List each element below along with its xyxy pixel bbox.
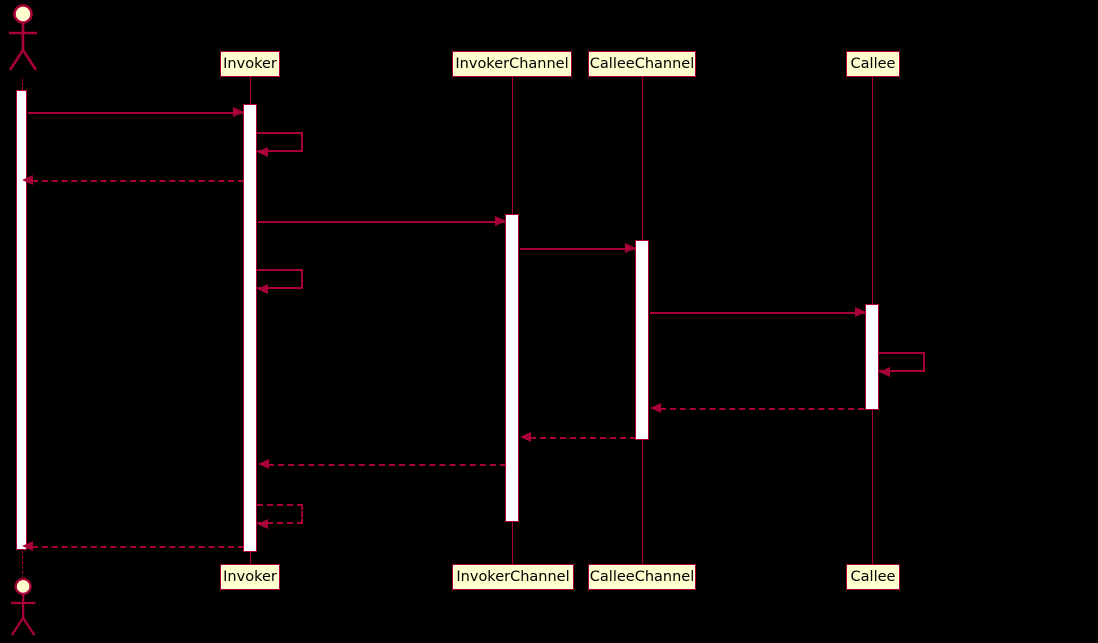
actor-figure-bottom[interactable] [4,576,44,643]
actor-stick-figure-icon [8,4,38,71]
message-5-arrow [625,243,636,253]
message-8-selfloop [879,352,925,372]
message-6-arrow [257,284,268,294]
message-11-line [268,464,506,466]
participant-box-invoker-top[interactable]: Invoker [220,51,280,77]
participant-box-invoker-bottom[interactable]: Invoker [220,564,280,590]
message-3-line [32,180,244,182]
message-3-arrow [22,175,33,185]
message-2-arrow [257,147,268,157]
activation-callee [865,304,879,410]
participant-box-callee-top[interactable]: Callee [846,51,900,77]
lifeline-invoker-top [250,77,251,105]
participant-box-calleechannel-top[interactable]: CalleeChannel [588,51,696,77]
message-1-line [28,112,244,114]
message-9-line [660,408,864,410]
actor-figure-top[interactable] [4,2,44,84]
message-13-line [32,546,244,548]
activation-calleechannel [635,240,649,440]
lifeline-actor-top [22,79,23,90]
message-4-line [258,221,506,223]
message-13-arrow [22,541,33,551]
participant-box-invokerchannel-bottom[interactable]: InvokerChannel [452,564,574,590]
message-8-arrow [879,367,890,377]
message-7-line [650,312,866,314]
message-10-arrow [520,432,531,442]
message-12-selfloop [257,504,303,524]
activation-invokerchannel [505,214,519,522]
message-5-line [520,248,636,250]
message-12-arrow [257,519,268,529]
participant-box-calleechannel-bottom[interactable]: CalleeChannel [588,564,696,590]
actor-stick-figure-icon [10,577,36,636]
message-4-arrow [495,216,506,226]
message-11-arrow [258,459,269,469]
activation-invoker [243,104,257,552]
message-7-arrow [855,307,866,317]
message-10-line [530,437,636,439]
message-1-arrow [233,107,244,117]
activation-actor [16,90,27,550]
message-2-selfloop [257,132,303,152]
lifeline-actor-bottom [22,551,23,579]
lifeline-invoker-bottom [250,551,251,566]
message-9-arrow [650,403,661,413]
participant-box-invokerchannel-top[interactable]: InvokerChannel [452,51,572,77]
message-6-selfloop [257,269,303,289]
participant-box-callee-bottom[interactable]: Callee [846,564,900,590]
